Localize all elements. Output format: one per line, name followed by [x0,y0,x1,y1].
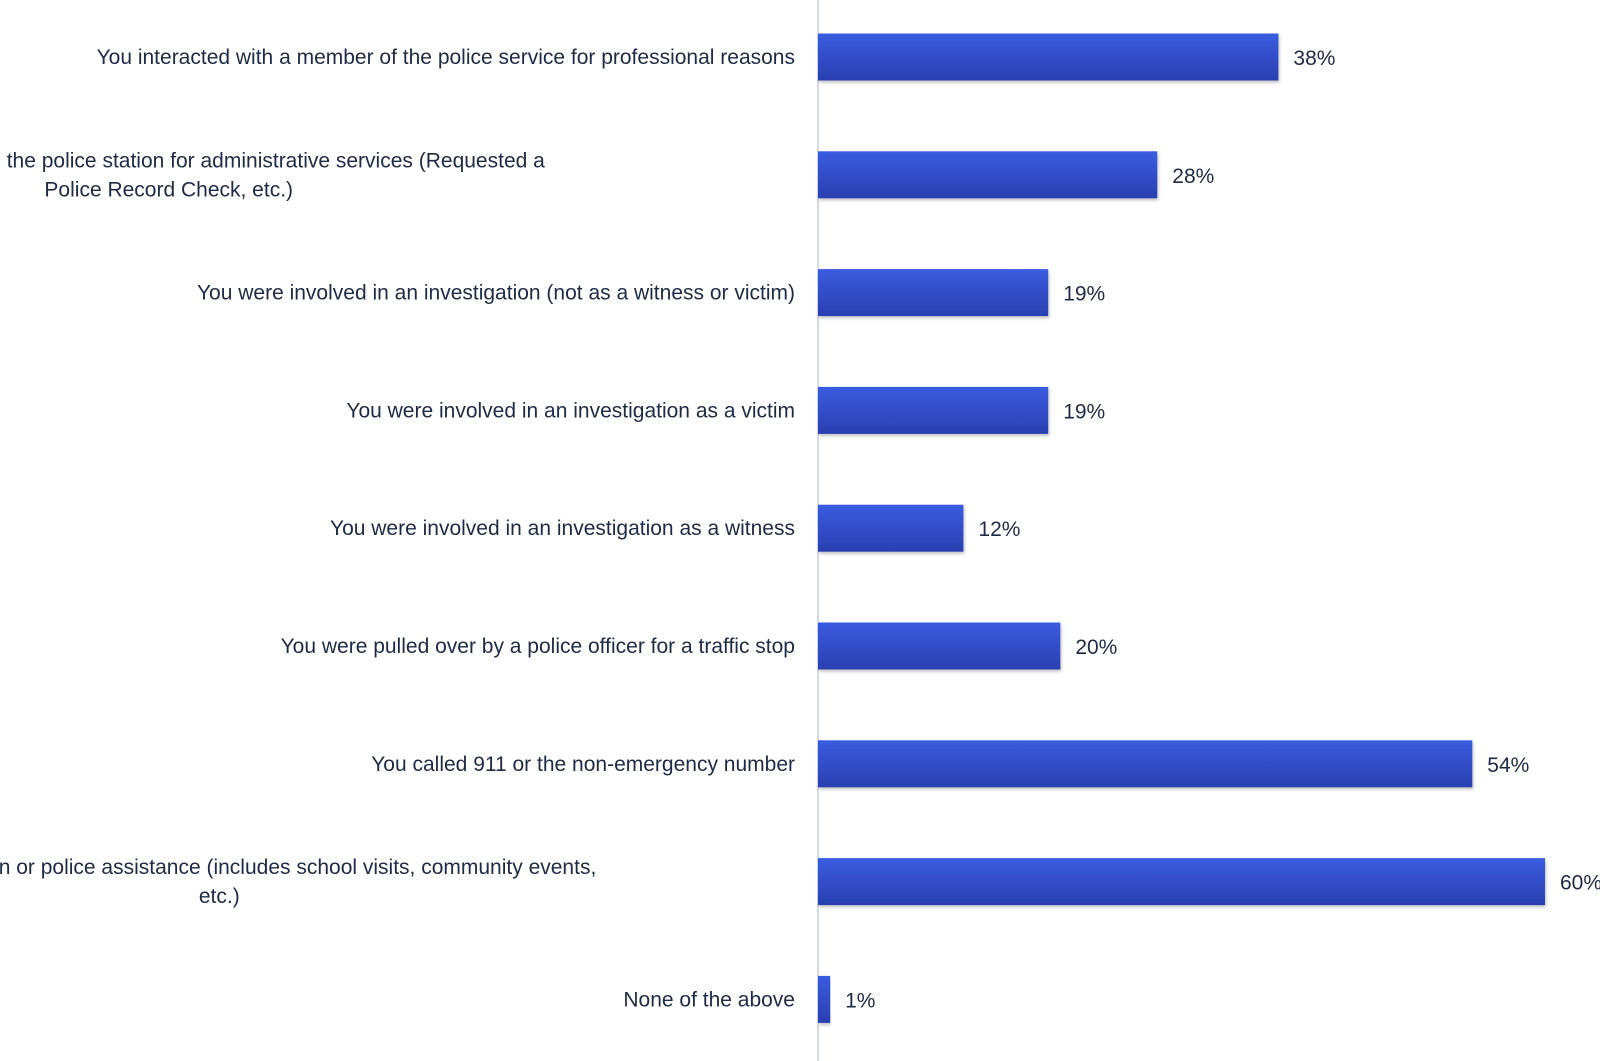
bar [818,151,1158,199]
bar [818,33,1279,81]
category-label-line: Casual interaction or police assistance … [0,856,596,879]
data-label: 28% [1172,165,1214,188]
data-label: 54% [1487,754,1529,777]
category-label: You called 911 or the non-emergency numb… [371,753,795,776]
data-label: 1% [845,989,875,1012]
category-label: None of the above [623,988,795,1011]
data-label: 19% [1063,400,1105,423]
data-label: 60% [1560,872,1600,895]
data-label: 38% [1293,47,1335,70]
bar [818,386,1049,434]
category-label: You were involved in an investigation (n… [197,282,795,305]
data-label: 19% [1063,283,1105,306]
category-label-line: You were involved in an investigation (n… [197,282,795,305]
bar [818,622,1061,670]
category-label-line: You were involved in an investigation as… [330,517,795,540]
bar [818,269,1049,317]
category-label-line: You interacted with a member of the poli… [97,46,795,69]
category-label: You interacted with a member of the poli… [97,46,795,69]
bar [818,504,964,552]
bar [818,740,1473,788]
category-label-line: You were involved in an investigation as… [346,399,795,422]
category-label: You were involved in an investigation as… [330,517,795,540]
bar [818,858,1545,906]
category-label: You were involved in an investigation as… [346,399,795,422]
category-label: Casual interaction or police assistance … [0,856,596,908]
category-label-line: You called or attended the police statio… [0,149,545,172]
category-label-line: You called 911 or the non-emergency numb… [371,753,795,776]
category-label-line: None of the above [623,988,795,1011]
category-label: You were pulled over by a police officer… [281,635,795,658]
data-label: 20% [1075,636,1117,659]
category-label-line: etc.) [199,885,240,908]
category-label: You called or attended the police statio… [0,149,545,201]
category-label-line: Police Record Check, etc.) [44,178,293,201]
bar [818,975,831,1023]
category-label-line: You were pulled over by a police officer… [281,635,795,658]
data-label: 12% [978,518,1020,541]
